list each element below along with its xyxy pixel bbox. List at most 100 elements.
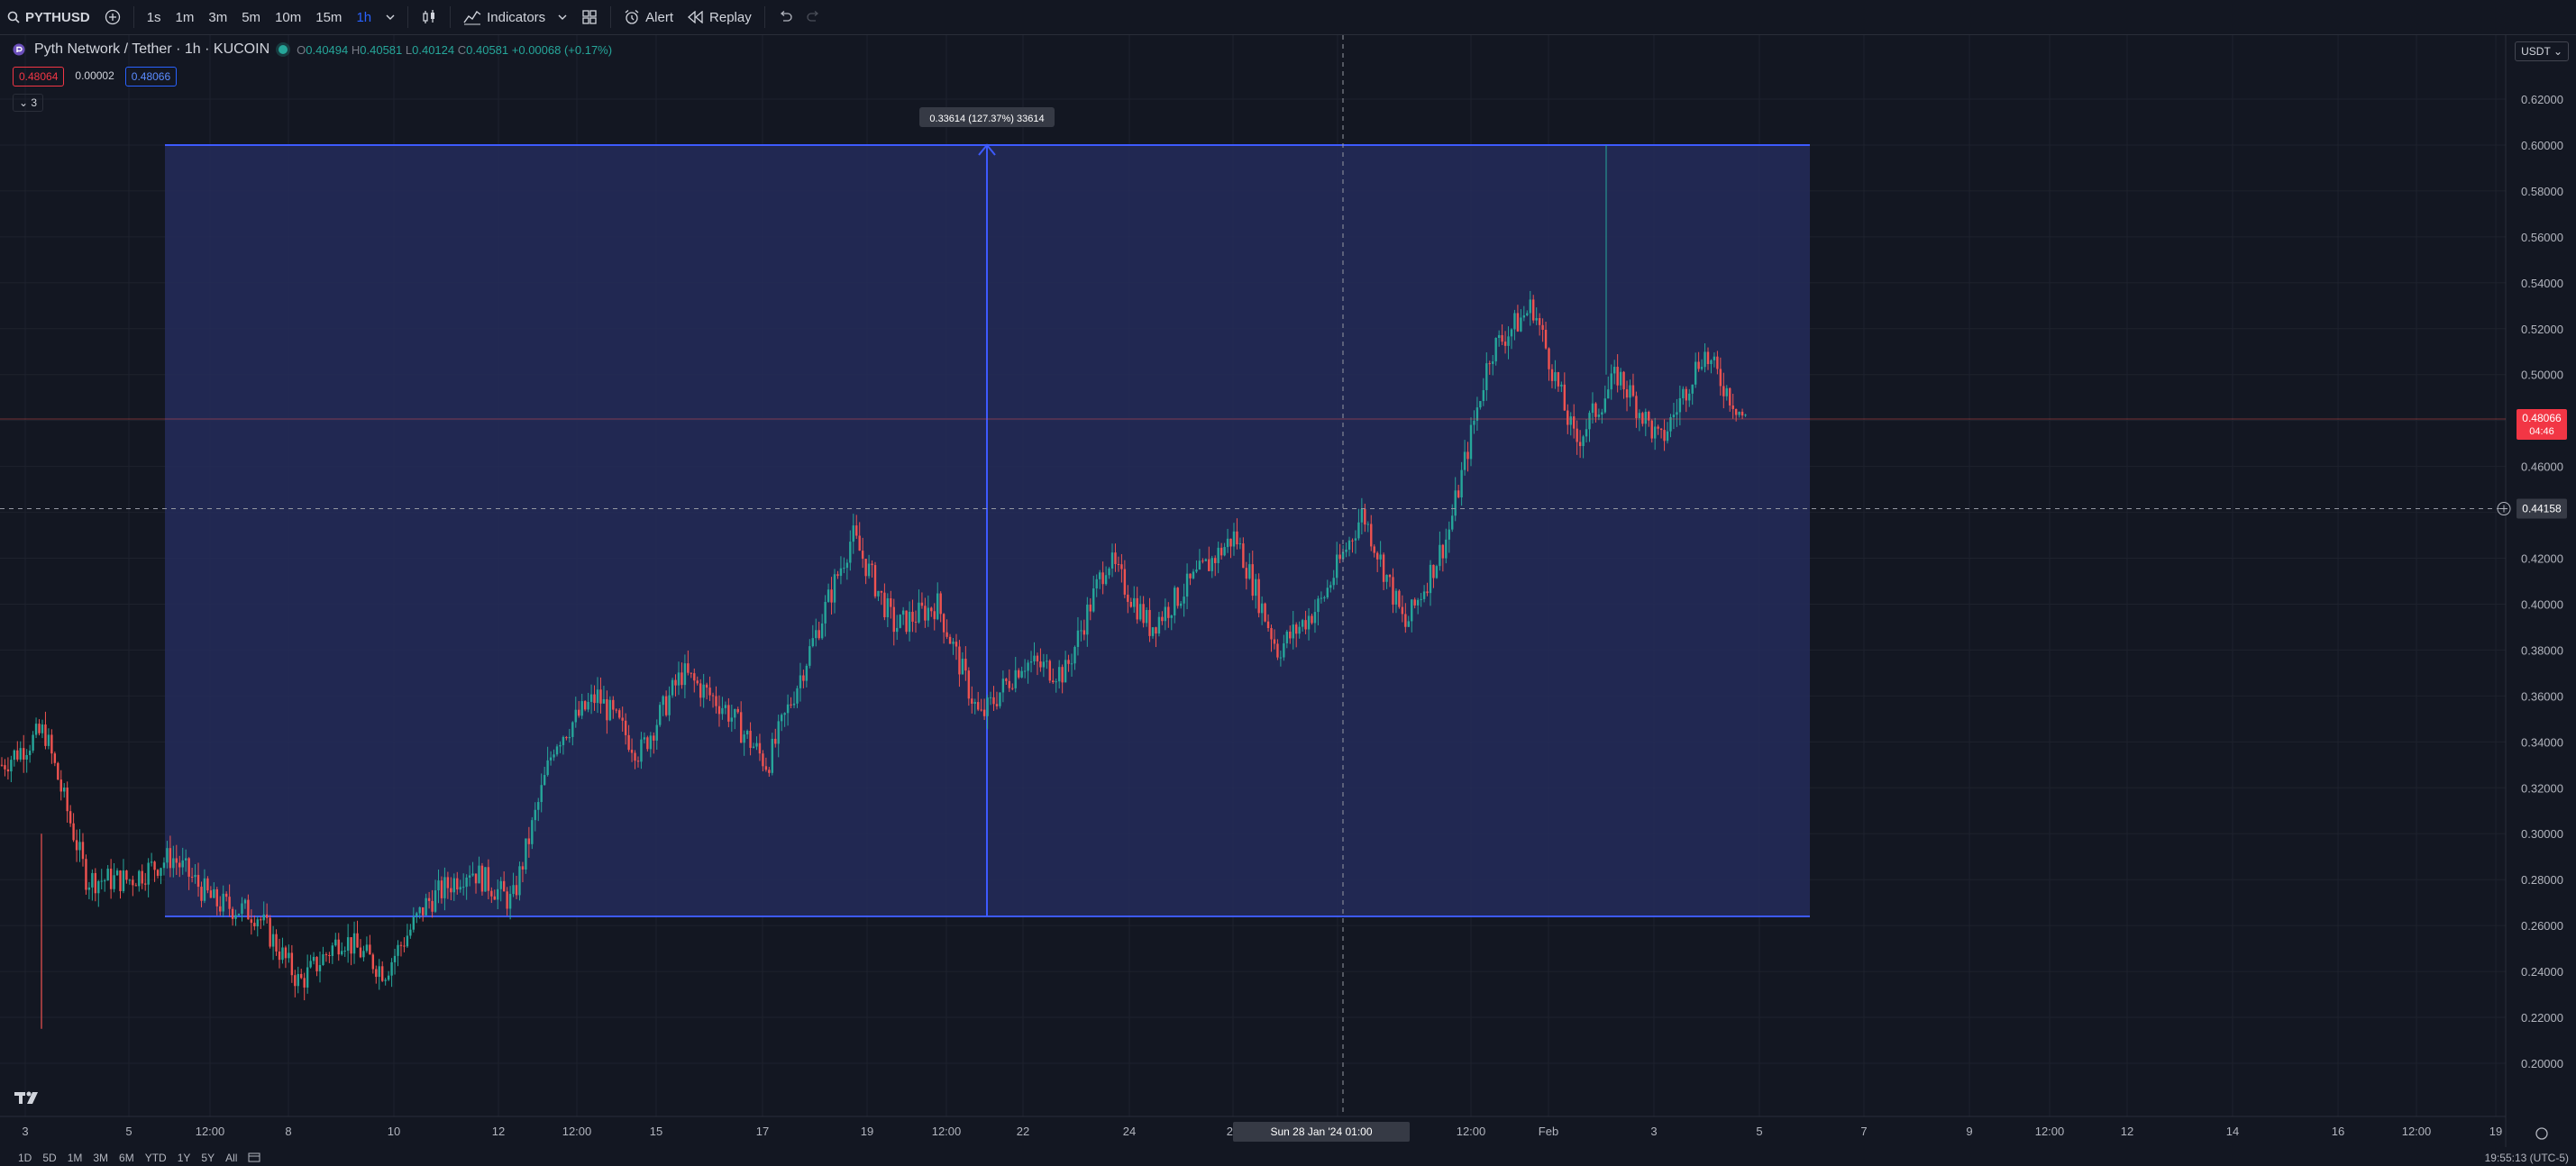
candle-body: [1245, 568, 1248, 579]
candle-body: [711, 695, 715, 697]
chart-type-button[interactable]: [414, 9, 444, 25]
range-3m[interactable]: 3M: [93, 1152, 109, 1164]
go-to-date-button[interactable]: [242, 1152, 266, 1165]
candle-body: [627, 734, 630, 751]
candle-body: [1719, 369, 1722, 387]
candle-body: [1532, 299, 1535, 321]
currency-selector[interactable]: USDT ⌄: [2515, 41, 2569, 61]
candle-body: [774, 738, 777, 744]
buy-price[interactable]: 0.48066: [124, 67, 178, 87]
interval-label: 5m: [242, 9, 261, 25]
candle-body: [440, 880, 443, 898]
indicators-collapse-toggle[interactable]: ⌄ 3: [13, 94, 44, 112]
interval-5m[interactable]: 5m: [234, 10, 268, 25]
candle-body: [1183, 597, 1185, 604]
redo-button[interactable]: [799, 11, 828, 23]
interval-15m[interactable]: 15m: [308, 10, 349, 25]
candle-body: [493, 896, 496, 900]
candle-body: [1716, 356, 1719, 369]
candle-body: [1451, 515, 1454, 530]
range-5y[interactable]: 5Y: [201, 1152, 215, 1164]
range-all[interactable]: All: [225, 1152, 238, 1164]
interval-1s[interactable]: 1s: [140, 10, 169, 25]
interval-3m[interactable]: 3m: [201, 10, 234, 25]
layouts-button[interactable]: [574, 9, 605, 25]
candle-body: [160, 868, 162, 876]
candle-body: [690, 672, 693, 674]
x-tick-label: 12:00: [1457, 1125, 1486, 1138]
candle-body: [736, 708, 739, 713]
candle-body: [1370, 524, 1373, 547]
candle-body: [421, 906, 425, 915]
price-chart[interactable]: 0.62000 0.60000 0.58000 0.56000 0.54000 0.520…: [0, 35, 2576, 1147]
interval-10m[interactable]: 10m: [268, 10, 308, 25]
candle-body: [999, 692, 1001, 706]
candle-body: [918, 602, 920, 623]
candle-body: [350, 937, 352, 954]
candle-body: [1666, 431, 1669, 442]
candle-body: [1229, 538, 1232, 547]
candle-body: [1189, 573, 1192, 578]
candle-body: [1591, 403, 1594, 414]
candle-body: [1373, 546, 1375, 553]
range-1y[interactable]: 1Y: [177, 1152, 191, 1164]
candle-body: [715, 696, 717, 706]
y-tick-label: 0.38000: [2521, 643, 2563, 657]
alert-button[interactable]: Alert: [617, 9, 681, 25]
candle-body: [1601, 412, 1603, 415]
candle-body: [1507, 336, 1510, 346]
candle-body: [1036, 655, 1039, 662]
compare-symbol-button[interactable]: [97, 9, 128, 25]
candle-body: [434, 890, 437, 912]
candle-body: [977, 702, 980, 710]
candle-body: [1385, 574, 1388, 582]
candle-body: [97, 880, 100, 894]
candle-body: [446, 877, 450, 888]
range-5d[interactable]: 5D: [42, 1152, 57, 1164]
candle-body: [1052, 680, 1055, 683]
replay-button[interactable]: Replay: [681, 10, 759, 25]
candle-body: [459, 887, 461, 890]
y-tick-label: 0.62000: [2521, 93, 2563, 106]
candle-body: [664, 696, 668, 715]
candle-body: [914, 621, 918, 623]
candle-body: [1195, 569, 1198, 572]
candle-body: [1404, 614, 1407, 627]
chart-pane[interactable]: 0.62000 0.60000 0.58000 0.56000 0.54000 0.520…: [0, 35, 2576, 1147]
x-tick-label: 12: [2121, 1125, 2133, 1138]
candle-body: [1420, 598, 1422, 600]
interval-dropdown[interactable]: [379, 13, 402, 22]
candle-body: [1335, 554, 1338, 578]
undo-button[interactable]: [771, 11, 799, 23]
candle-body: [1441, 544, 1445, 559]
chevron-down-icon: [558, 13, 567, 22]
candle-body: [920, 602, 924, 606]
x-tick-label: 17: [756, 1125, 769, 1138]
tradingview-logo[interactable]: [14, 1090, 43, 1112]
candle-body: [930, 607, 933, 612]
candle-body: [109, 869, 113, 889]
indicators-button[interactable]: Indicators: [456, 9, 574, 25]
candle-body: [512, 885, 515, 895]
candle-body: [1242, 543, 1245, 569]
open-value: 0.40494: [306, 42, 349, 57]
candle-body: [861, 551, 864, 560]
interval-1h[interactable]: 1h: [349, 10, 379, 25]
range-ytd[interactable]: YTD: [144, 1152, 167, 1164]
candle-body: [886, 597, 890, 618]
sell-price[interactable]: 0.48064: [13, 67, 65, 87]
range-6m[interactable]: 6M: [119, 1152, 134, 1164]
interval-1m[interactable]: 1m: [169, 10, 202, 25]
range-1d[interactable]: 1D: [18, 1152, 32, 1164]
y-tick-label: 0.46000: [2521, 460, 2563, 474]
candle-body: [1529, 299, 1531, 314]
candle-body: [677, 672, 681, 686]
candle-body: [982, 709, 986, 716]
candle-body: [28, 751, 32, 755]
candle-body: [478, 865, 480, 884]
candle-body: [762, 753, 764, 767]
candle-body: [1192, 571, 1195, 578]
symbol-search[interactable]: PYTHUSD: [0, 10, 97, 25]
range-1m[interactable]: 1M: [67, 1152, 83, 1164]
candle-body: [1179, 603, 1183, 606]
